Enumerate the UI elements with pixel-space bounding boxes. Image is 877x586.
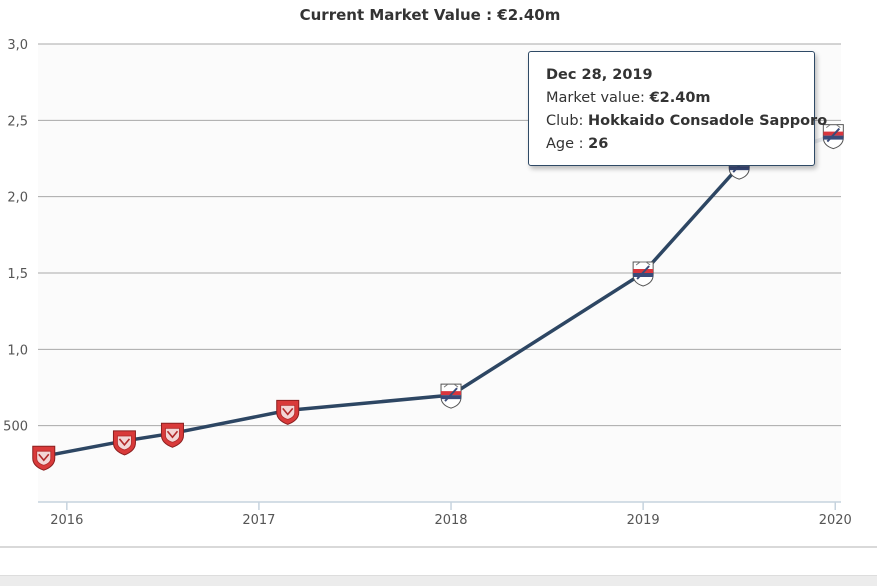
- red-crest-marker: [160, 422, 184, 448]
- data-tooltip: Dec 28, 2019 Market value: €2.40m Club: …: [528, 51, 827, 166]
- y-tick-label: 1,0: [7, 343, 28, 358]
- red-crest-marker: [32, 445, 56, 471]
- red-crest-marker: [112, 430, 136, 456]
- tooltip-market-row: Market value: €2.40m: [546, 87, 814, 110]
- y-tick-label: 2,0: [7, 191, 28, 206]
- sapporo-crest-marker: [822, 124, 844, 150]
- x-tick-label: 2016: [50, 513, 83, 528]
- tooltip-market-label: Market value:: [546, 90, 650, 106]
- x-tick-label: 2018: [434, 513, 467, 528]
- y-tick-label: 3,0: [7, 38, 28, 53]
- tooltip-club-value: Hokkaido Consadole Sapporo: [588, 113, 828, 129]
- chart-title: Current Market Value : €2.40m: [299, 6, 561, 24]
- tooltip-age-label: Age :: [546, 136, 589, 152]
- sapporo-crest-marker: [440, 383, 462, 409]
- tooltip-date: Dec 28, 2019: [546, 67, 653, 83]
- footer-bar: [0, 575, 877, 586]
- x-tick-label: 2017: [242, 513, 275, 528]
- tooltip-age-value: 26: [588, 136, 609, 152]
- tooltip-club-label: Club:: [546, 113, 589, 129]
- y-tick-label: 500: [3, 420, 28, 435]
- red-crest-marker: [276, 399, 300, 425]
- x-tick-label: 2019: [627, 513, 660, 528]
- x-tick-label: 2020: [819, 513, 852, 528]
- sapporo-crest-marker: [632, 261, 654, 287]
- footer-divider: [0, 546, 877, 548]
- tooltip-market-value: €2.40m: [649, 90, 711, 106]
- y-tick-label: 2,5: [7, 114, 28, 129]
- y-tick-label: 1,5: [7, 267, 28, 282]
- tooltip-age-row: Age : 26: [546, 133, 814, 156]
- tooltip-club-row: Club: Hokkaido Consadole Sapporo: [546, 110, 827, 133]
